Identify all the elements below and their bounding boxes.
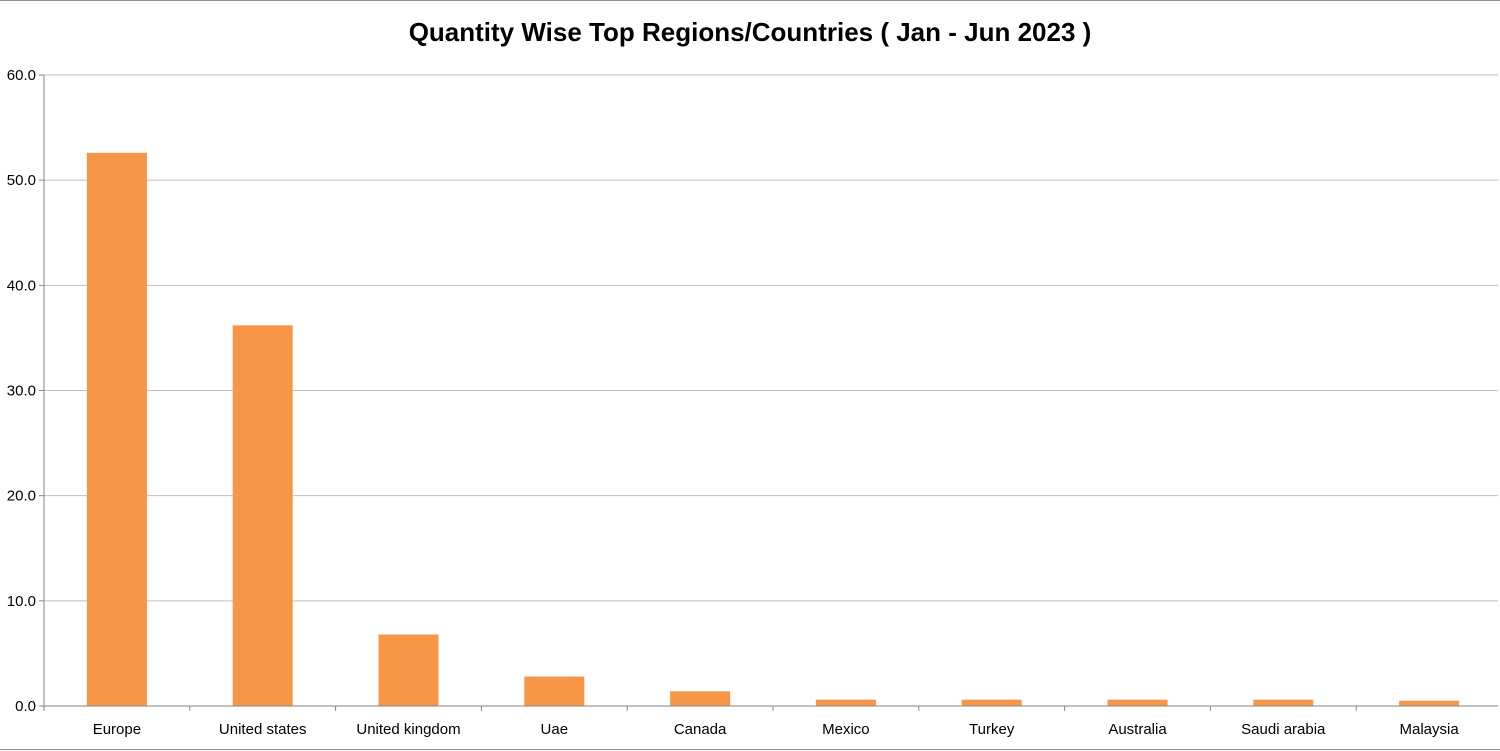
bar [378, 634, 439, 706]
bars [86, 152, 1460, 706]
bar [1107, 699, 1168, 706]
bar [961, 699, 1022, 706]
y-tick-label: 0.0 [15, 698, 36, 715]
x-tick-label: Europe [93, 721, 141, 738]
x-tick-labels: Europe United states United kingdom Uae Cana… [93, 721, 1460, 738]
x-tick-label: United kingdom [356, 721, 460, 738]
chart-title: Quantity Wise Top Regions/Countries ( Ja… [408, 17, 1092, 47]
x-tick-label: Mexico [822, 721, 870, 738]
y-tick-label: 30.0 [7, 383, 36, 400]
y-tick-label: 20.0 [7, 488, 36, 505]
bar [1253, 699, 1314, 706]
bar [815, 699, 876, 706]
x-tick-label: Canada [674, 721, 727, 738]
x-tick-label: Saudi arabia [1241, 721, 1326, 738]
bar [670, 691, 731, 706]
x-tick-label: Malaysia [1400, 721, 1460, 738]
y-tick-labels: 0.0 10.0 20.0 30.0 40.0 50.0 60.0 [7, 67, 36, 715]
bar [86, 152, 147, 706]
bar [524, 676, 585, 706]
y-tick-label: 50.0 [7, 172, 36, 189]
axes [39, 74, 1498, 711]
y-tick-label: 10.0 [7, 593, 36, 610]
bar [232, 325, 293, 706]
x-tick-label: Uae [541, 721, 569, 738]
x-tick-label: Turkey [969, 721, 1015, 738]
y-tick-label: 40.0 [7, 277, 36, 294]
x-tick-label: Australia [1108, 721, 1167, 738]
y-tick-label: 60.0 [7, 67, 36, 84]
x-tick-label: United states [219, 721, 307, 738]
bar [1399, 700, 1460, 706]
